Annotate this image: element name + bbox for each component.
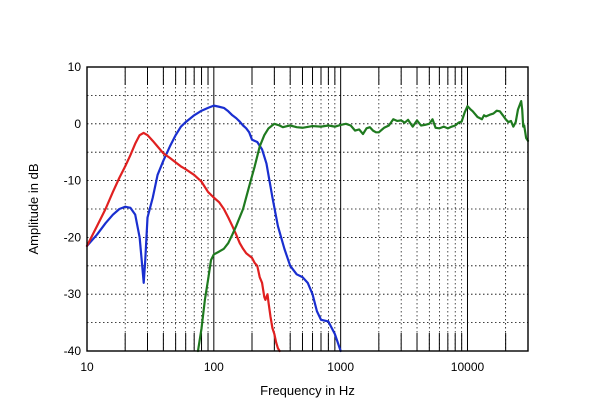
y-tick-label: 10 xyxy=(68,60,82,74)
series-line-2 xyxy=(85,131,281,353)
y-tick-label: -40 xyxy=(64,344,82,358)
x-tick-label: 1000 xyxy=(327,360,354,374)
y-tick-label: -10 xyxy=(64,174,82,188)
x-tick-label: 100 xyxy=(204,360,224,374)
series-line-3 xyxy=(196,99,530,353)
y-tick-label: -30 xyxy=(64,287,82,301)
x-tick-labels: 10 100 1000 10000 xyxy=(80,360,484,374)
x-tick-label: 10 xyxy=(80,360,94,374)
y-tick-label: -20 xyxy=(64,230,82,244)
series-line-1 xyxy=(85,104,342,353)
x-tick-label: 10000 xyxy=(451,360,485,374)
series-group xyxy=(85,99,530,353)
plot-frame xyxy=(86,66,529,352)
grid xyxy=(86,66,529,352)
y-axis-title: Amplitude in dB xyxy=(26,163,41,254)
x-axis-title: Frequency in Hz xyxy=(260,383,355,398)
y-tick-labels: 10 0 -10 -20 -30 -40 xyxy=(64,60,82,358)
y-tick-label: 0 xyxy=(74,117,81,131)
